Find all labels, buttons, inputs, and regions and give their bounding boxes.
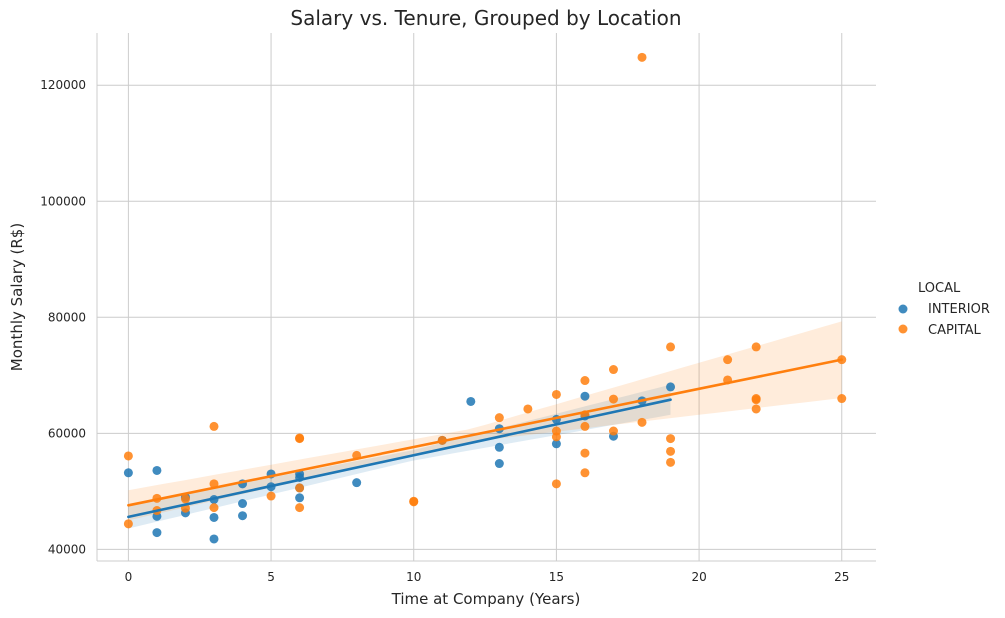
- data-point-capital: [751, 395, 761, 405]
- data-point-capital: [637, 52, 647, 62]
- data-point-interior: [238, 511, 248, 521]
- data-point-interior: [494, 442, 504, 452]
- confidence-band-capital: [128, 321, 842, 521]
- data-point-capital: [751, 342, 761, 352]
- data-point-interior: [352, 478, 362, 488]
- data-point-interior: [123, 468, 133, 478]
- regression-lines: [127, 358, 844, 519]
- data-point-capital: [608, 426, 618, 436]
- data-point-capital: [523, 404, 533, 414]
- data-point-capital: [666, 342, 676, 352]
- data-point-capital: [180, 494, 190, 504]
- data-point-capital: [837, 394, 847, 404]
- data-point-capital: [580, 448, 590, 458]
- data-point-capital: [551, 479, 561, 489]
- x-tick-label: 25: [834, 570, 849, 584]
- data-point-interior: [494, 459, 504, 469]
- data-point-capital: [295, 503, 305, 513]
- y-tick-label: 100000: [40, 194, 86, 208]
- axes: [96, 33, 876, 562]
- data-points: [123, 52, 847, 544]
- data-point-interior: [152, 528, 162, 538]
- x-tick-label: 20: [691, 570, 706, 584]
- data-point-capital: [580, 376, 590, 386]
- data-point-capital: [666, 457, 676, 467]
- data-point-interior: [209, 512, 219, 522]
- regression-line-interior: [127, 398, 672, 519]
- confidence-bands: [128, 321, 842, 529]
- chart-title: Salary vs. Tenure, Grouped by Location: [290, 6, 681, 30]
- data-point-capital: [209, 503, 219, 513]
- data-point-interior: [466, 396, 476, 406]
- y-tick-label: 120000: [40, 78, 86, 92]
- data-point-capital: [551, 389, 561, 399]
- data-point-interior: [666, 382, 676, 392]
- grid: [97, 33, 876, 561]
- data-point-capital: [608, 394, 618, 404]
- y-tick-label: 40000: [48, 542, 86, 556]
- x-tick-label: 15: [549, 570, 564, 584]
- data-point-capital: [580, 468, 590, 478]
- legend-label-capital: CAPITAL: [928, 323, 981, 338]
- data-point-interior: [152, 465, 162, 475]
- data-point-capital: [580, 421, 590, 431]
- data-point-capital: [123, 451, 133, 461]
- legend-marker-interior: [898, 304, 908, 314]
- x-tick-label: 5: [267, 570, 275, 584]
- data-point-capital: [666, 434, 676, 444]
- y-tick-labels: 40000 60000 80000 100000 120000: [40, 78, 86, 556]
- data-point-capital: [666, 446, 676, 456]
- y-axis-label: Monthly Salary (R$): [8, 223, 26, 371]
- data-point-capital: [123, 519, 133, 529]
- data-point-capital: [723, 355, 733, 365]
- regression-line-capital: [127, 358, 844, 507]
- x-tick-label: 10: [406, 570, 421, 584]
- x-tick-label: 0: [125, 570, 133, 584]
- data-point-interior: [209, 534, 219, 544]
- data-point-interior: [295, 493, 305, 503]
- data-point-capital: [295, 433, 305, 443]
- data-point-capital: [551, 432, 561, 442]
- confidence-band-interior: [128, 384, 671, 529]
- legend-title: LOCAL: [918, 281, 961, 296]
- data-point-capital: [409, 497, 419, 507]
- data-point-capital: [608, 365, 618, 375]
- legend: LOCAL INTERIOR CAPITAL: [898, 281, 990, 338]
- data-point-capital: [266, 491, 276, 501]
- x-axis-label: Time at Company (Years): [391, 590, 581, 608]
- data-point-capital: [637, 417, 647, 427]
- data-point-interior: [551, 439, 561, 449]
- legend-label-interior: INTERIOR: [928, 302, 990, 317]
- data-point-capital: [209, 421, 219, 431]
- data-point-capital: [751, 404, 761, 414]
- y-tick-label: 60000: [48, 426, 86, 440]
- data-point-interior: [580, 391, 590, 401]
- data-point-capital: [494, 413, 504, 423]
- x-tick-labels: 0 5 10 15 20 25: [125, 570, 850, 584]
- legend-marker-capital: [898, 324, 908, 334]
- data-point-interior: [238, 499, 248, 509]
- data-point-capital: [295, 483, 305, 493]
- y-tick-label: 80000: [48, 310, 86, 324]
